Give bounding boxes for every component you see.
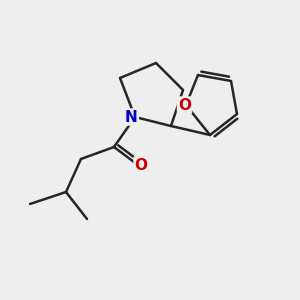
Text: O: O (178, 98, 191, 112)
Text: O: O (134, 158, 148, 172)
Text: N: N (125, 110, 138, 124)
